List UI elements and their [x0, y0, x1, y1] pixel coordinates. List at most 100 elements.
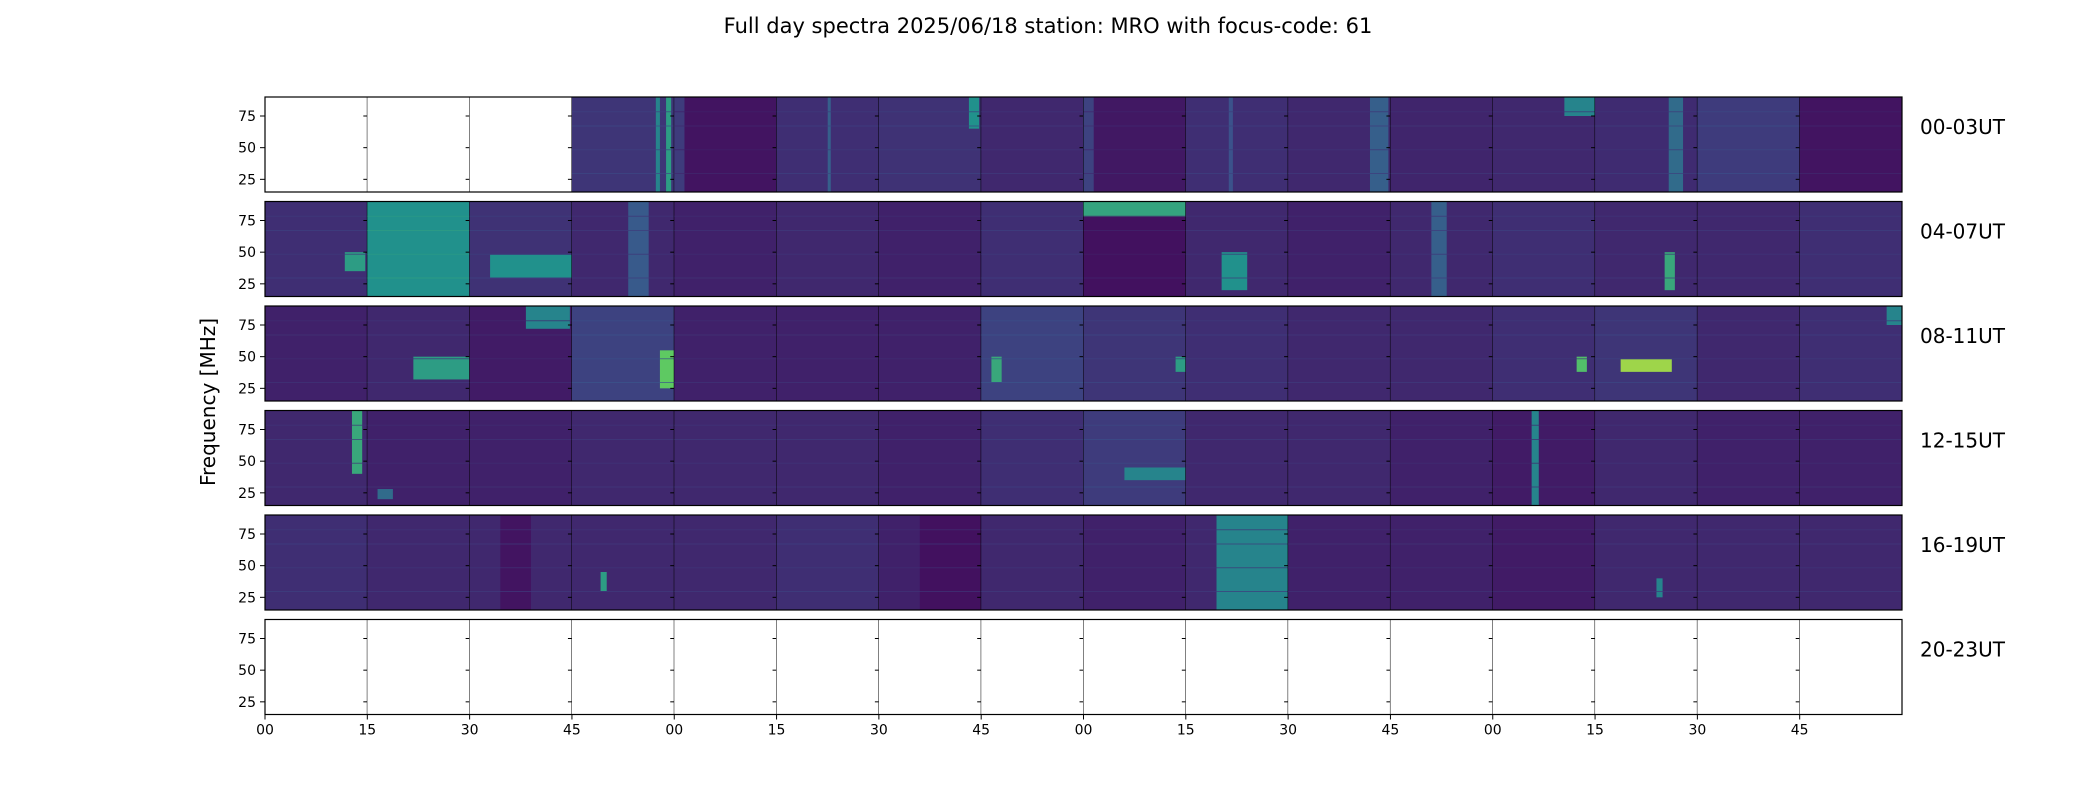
rfi-line — [674, 567, 777, 569]
rfi-line — [571, 111, 675, 113]
panel-background — [1799, 306, 1902, 401]
rfi-line — [981, 382, 1084, 383]
rfi-line — [1799, 462, 1902, 464]
rfi-line — [878, 462, 982, 464]
rfi-line — [1083, 215, 1186, 217]
rfi-line — [571, 125, 675, 127]
rfi-line — [1390, 111, 1493, 113]
panel-background — [776, 306, 879, 401]
rfi-line — [265, 334, 368, 336]
rfi-line — [1288, 382, 1391, 383]
rfi-line — [469, 320, 572, 322]
spectrum-panel — [878, 201, 982, 297]
rfi-line — [981, 230, 1084, 231]
spectrum-band — [655, 97, 660, 192]
rfi-line — [1595, 382, 1698, 383]
spectrum-band — [628, 201, 649, 297]
rfi-line — [469, 543, 572, 545]
rfi-line — [1492, 424, 1596, 426]
rfi-line — [265, 462, 368, 464]
rfi-line — [367, 215, 470, 217]
rfi-line — [1595, 215, 1698, 217]
y-tick-label: 75 — [238, 527, 256, 543]
spectrum-panel — [1288, 619, 1391, 715]
rfi-line — [571, 173, 675, 174]
rfi-line — [571, 543, 675, 545]
panel-background — [265, 515, 368, 610]
row-frame — [264, 409, 1903, 507]
panel-background — [265, 201, 368, 297]
rfi-line — [367, 462, 470, 464]
panel-background — [981, 410, 1084, 506]
spectrum-band — [1664, 252, 1675, 291]
rfi-line — [674, 591, 777, 592]
spectrum-panel — [1185, 515, 1289, 610]
rfi-line — [469, 253, 572, 255]
rfi-line — [1390, 358, 1493, 360]
rfi-line — [265, 253, 368, 255]
panel-background — [1083, 306, 1186, 401]
spectrum-panel — [1185, 410, 1289, 506]
spectrum-panel — [469, 97, 573, 192]
rfi-line — [1492, 567, 1596, 569]
rfi-line — [1492, 253, 1596, 255]
spectrum-band — [1083, 201, 1186, 217]
spectrum-panel — [1595, 306, 1698, 401]
rfi-line — [674, 125, 777, 127]
rfi-line — [571, 334, 675, 336]
rfi-line — [571, 529, 675, 531]
empty-panel — [1492, 619, 1596, 715]
panel-background — [571, 201, 675, 297]
rfi-line — [1492, 215, 1596, 217]
spectrum-panel — [878, 410, 982, 506]
panel-background — [1083, 97, 1186, 192]
spectrum-band — [1564, 97, 1596, 116]
rfi-line — [1083, 486, 1186, 488]
spectrum-panel — [1492, 97, 1596, 192]
rfi-line — [776, 358, 879, 360]
rfi-line — [1595, 320, 1698, 322]
rfi-line — [1799, 382, 1902, 383]
panel-background — [367, 515, 470, 610]
rfi-line — [1185, 486, 1289, 488]
rfi-line — [1390, 462, 1493, 464]
rfi-line — [1185, 230, 1289, 231]
spectrum-band — [1668, 97, 1684, 192]
rfi-line — [1492, 230, 1596, 231]
rfi-line — [981, 320, 1084, 322]
rfi-line — [1697, 543, 1800, 545]
spectrum-panel — [265, 201, 368, 297]
x-tick-label: 00 — [665, 723, 683, 739]
rfi-line — [1185, 320, 1289, 322]
row-frame — [264, 96, 1903, 193]
empty-panel — [1390, 619, 1493, 715]
rfi-line — [571, 591, 675, 592]
rfi-line — [878, 215, 982, 217]
rfi-line — [1083, 277, 1186, 279]
rfi-line — [571, 320, 675, 322]
rfi-line — [1185, 149, 1289, 151]
rfi-line — [469, 230, 572, 231]
rfi-line — [1390, 173, 1493, 174]
spectrum-panel — [469, 201, 573, 297]
panel-background — [1697, 201, 1800, 297]
spectrum-panel — [1185, 201, 1289, 297]
rfi-line — [878, 439, 982, 440]
spectrum-panel — [1595, 410, 1698, 506]
spectrum-panel — [878, 619, 982, 715]
rfi-line — [1083, 529, 1186, 531]
spectrum-band — [413, 356, 470, 380]
spectrum-panel — [265, 619, 368, 715]
spectra-row: 25 50 75 12-15UT — [238, 409, 2006, 507]
rfi-line — [1185, 334, 1289, 336]
spectrum-panel — [1083, 306, 1187, 401]
rfi-line — [1083, 253, 1186, 255]
rfi-line — [1492, 334, 1596, 336]
rfi-line — [776, 382, 879, 383]
rfi-line — [1799, 173, 1902, 174]
rfi-line — [1185, 462, 1289, 464]
panel-background — [674, 201, 777, 297]
panel-background — [674, 410, 777, 506]
rfi-line — [1288, 591, 1391, 592]
spectrum-band — [525, 306, 570, 329]
